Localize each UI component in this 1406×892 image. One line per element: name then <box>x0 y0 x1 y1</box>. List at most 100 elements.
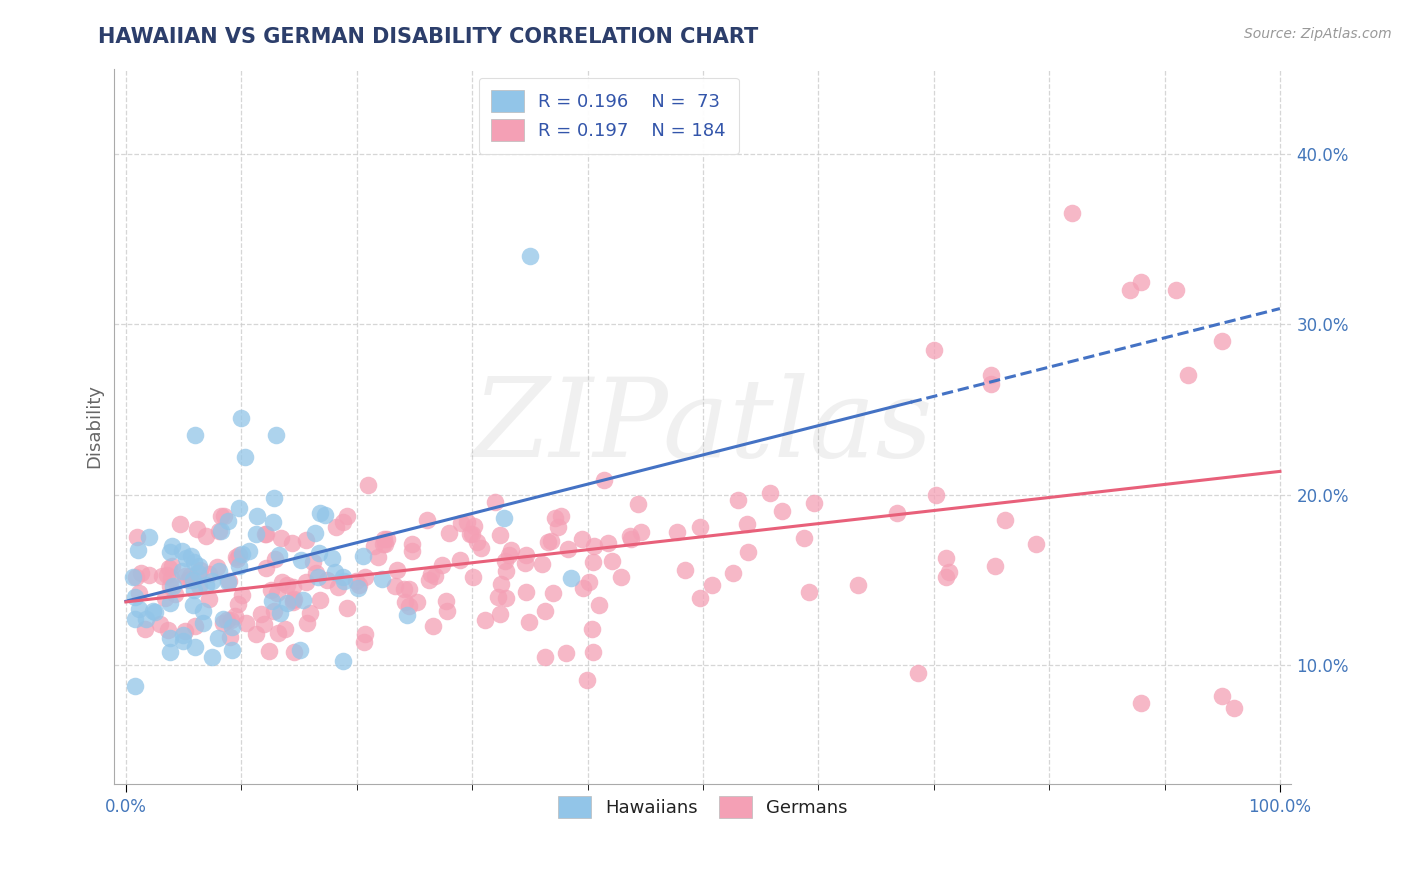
Point <box>461 527 484 541</box>
Point <box>363 539 385 553</box>
Point <box>124 611 146 625</box>
Point <box>371 572 394 586</box>
Point <box>172 543 194 558</box>
Point <box>486 590 509 604</box>
Point <box>281 580 304 594</box>
Point <box>980 368 1002 383</box>
Point <box>689 591 711 606</box>
Point <box>432 558 454 572</box>
Point <box>994 513 1017 527</box>
Point <box>143 605 166 619</box>
Point <box>281 593 304 607</box>
Point <box>138 568 160 582</box>
Point <box>489 576 512 591</box>
Point <box>254 527 277 541</box>
Point <box>557 541 579 556</box>
Point <box>273 622 295 636</box>
Point <box>122 570 145 584</box>
Point <box>188 579 211 593</box>
Point <box>907 665 929 680</box>
Point <box>793 531 815 545</box>
Point <box>149 617 172 632</box>
Point <box>184 618 207 632</box>
Point <box>299 606 322 620</box>
Point <box>401 537 423 551</box>
Point <box>269 606 291 620</box>
Point <box>737 545 759 559</box>
Point <box>183 640 205 654</box>
Point <box>254 561 277 575</box>
Point <box>160 571 183 585</box>
Point <box>398 582 420 597</box>
Point <box>578 575 600 590</box>
Point <box>231 588 253 602</box>
Point <box>235 615 257 630</box>
Point <box>266 586 288 600</box>
Point <box>582 645 605 659</box>
Point <box>233 450 256 464</box>
Point <box>231 411 253 425</box>
Point <box>264 428 287 442</box>
Point <box>1222 700 1244 714</box>
Point <box>450 516 472 530</box>
Point <box>162 579 184 593</box>
Point <box>253 526 276 541</box>
Point <box>550 509 572 524</box>
Point <box>187 566 209 581</box>
Point <box>187 559 209 574</box>
Point <box>540 534 562 549</box>
Point <box>301 555 323 569</box>
Point <box>276 596 298 610</box>
Point <box>922 343 945 357</box>
Point <box>593 473 616 487</box>
Point <box>515 585 537 599</box>
Point <box>270 531 292 545</box>
Point <box>267 625 290 640</box>
Point <box>534 650 557 665</box>
Point <box>531 557 554 571</box>
Point <box>406 595 429 609</box>
Point <box>423 568 446 582</box>
Point <box>159 579 181 593</box>
Point <box>219 613 242 627</box>
Point <box>494 554 516 568</box>
Point <box>515 548 537 562</box>
Point <box>572 581 595 595</box>
Point <box>152 569 174 583</box>
Point <box>759 486 782 500</box>
Point <box>335 600 357 615</box>
Point <box>328 580 350 594</box>
Point <box>470 541 492 555</box>
Point <box>190 563 212 577</box>
Point <box>208 564 231 578</box>
Point <box>620 533 643 547</box>
Point <box>295 533 318 547</box>
Point <box>401 543 423 558</box>
Point <box>183 555 205 569</box>
Point <box>418 573 440 587</box>
Point <box>212 615 235 630</box>
Point <box>398 599 420 613</box>
Point <box>193 604 215 618</box>
Point <box>128 586 150 600</box>
Legend: Hawaiians, Germans: Hawaiians, Germans <box>551 789 855 825</box>
Text: HAWAIIAN VS GERMAN DISABILITY CORRELATION CHART: HAWAIIAN VS GERMAN DISABILITY CORRELATIO… <box>98 27 759 46</box>
Point <box>727 493 749 508</box>
Point <box>925 487 948 501</box>
Point <box>619 529 641 543</box>
Point <box>456 516 478 530</box>
Point <box>218 630 240 644</box>
Point <box>208 524 231 538</box>
Point <box>489 528 512 542</box>
Point <box>209 524 232 538</box>
Point <box>576 673 599 687</box>
Point <box>262 593 284 607</box>
Point <box>848 577 870 591</box>
Point <box>224 608 246 623</box>
Point <box>367 549 389 564</box>
Point <box>434 594 457 608</box>
Point <box>609 570 631 584</box>
Point <box>373 533 395 547</box>
Point <box>291 593 314 607</box>
Point <box>1177 368 1199 383</box>
